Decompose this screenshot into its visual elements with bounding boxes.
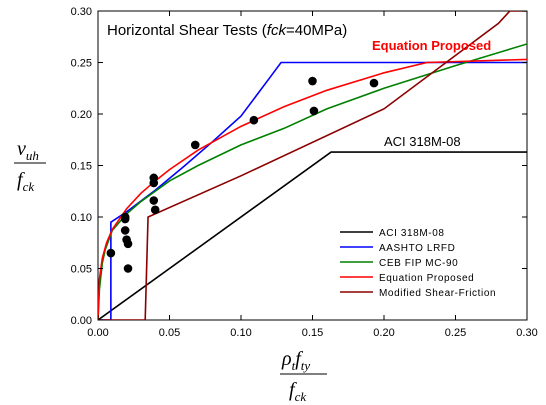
annotation-equation-proposed: Equation Proposed — [372, 38, 491, 53]
tick-layer: 0.00 0.05 0.10 0.15 0.20 0.25 0.30 0.00 0.05 0.10… — [71, 6, 538, 339]
series-line-shear-friction — [98, 11, 527, 320]
x-label-denominator: fck — [289, 379, 306, 404]
test-point — [308, 76, 317, 86]
chart-title-prefix: Horizontal Shear Tests ( — [107, 22, 267, 39]
test-point — [150, 205, 160, 215]
x-label-rho: ρ — [281, 348, 292, 370]
y-tick-label: 0.25 — [71, 58, 92, 70]
y-label-numerator: vuh — [17, 138, 39, 163]
x-tick-label: 0.10 — [230, 327, 251, 339]
series-line-ceb — [98, 43, 527, 320]
test-point — [123, 264, 133, 273]
test-point — [369, 78, 379, 88]
x-tick-label: 0.00 — [87, 327, 108, 339]
test-point — [106, 248, 116, 258]
test-point — [149, 196, 159, 205]
y-label-v: v — [17, 138, 26, 160]
x-tick-label: 0.15 — [302, 327, 323, 339]
test-points-layer — [106, 76, 379, 273]
y-tick-label: 0.10 — [71, 212, 92, 224]
chart-title-var: fck — [267, 22, 288, 39]
x-axis-label: ρtfty fck — [280, 348, 327, 404]
y-label-f-sub: ck — [23, 179, 35, 194]
chart-title-suffix: =40MPa) — [286, 22, 347, 39]
test-point — [249, 115, 259, 125]
x-tick-label: 0.30 — [516, 327, 537, 339]
x-label-rho-sub: t — [292, 358, 296, 373]
y-label-v-sub: uh — [26, 148, 39, 163]
x-tick-label: 0.05 — [159, 327, 180, 339]
x-label-f: f — [295, 348, 303, 370]
x-label-f-sub: ty — [301, 358, 311, 373]
y-tick-label: 0.00 — [71, 315, 92, 327]
x-label-numerator: ρtfty — [281, 348, 310, 373]
series-line-aci — [98, 151, 527, 320]
y-axis-label: vuh fck — [14, 138, 46, 194]
x-label-fck-sub: ck — [295, 389, 307, 404]
annotation-aci: ACI 318M-08 — [384, 134, 461, 149]
y-label-f: f — [17, 169, 25, 191]
x-label-fck: f — [289, 379, 297, 401]
test-point — [190, 140, 200, 150]
y-tick-label: 0.15 — [71, 161, 92, 173]
x-tick-label: 0.20 — [373, 327, 394, 339]
test-point — [309, 106, 319, 116]
test-point — [149, 178, 159, 188]
y-tick-label: 0.30 — [71, 6, 92, 18]
legend-label-aci: ACI 318M-08 — [379, 228, 445, 239]
y-tick-label: 0.20 — [71, 109, 92, 121]
x-tick-label: 0.25 — [445, 327, 466, 339]
test-point — [120, 214, 130, 224]
legend-label-shear-friction: Modified Shear-Friction — [379, 288, 496, 299]
legend: ACI 318M-08 AASHTO LRFD CEB FIP MC-90 Eq… — [340, 228, 496, 299]
y-label-denominator: fck — [17, 169, 34, 194]
legend-label-aashto: AASHTO LRFD — [379, 243, 455, 254]
legend-label-ceb: CEB FIP MC-90 — [379, 258, 458, 269]
chart-title: Horizontal Shear Tests (fck=40MPa) — [107, 22, 347, 39]
test-point — [123, 239, 133, 249]
legend-label-proposed: Equation Proposed — [379, 273, 474, 284]
test-point — [120, 226, 130, 235]
y-tick-label: 0.05 — [71, 264, 92, 276]
